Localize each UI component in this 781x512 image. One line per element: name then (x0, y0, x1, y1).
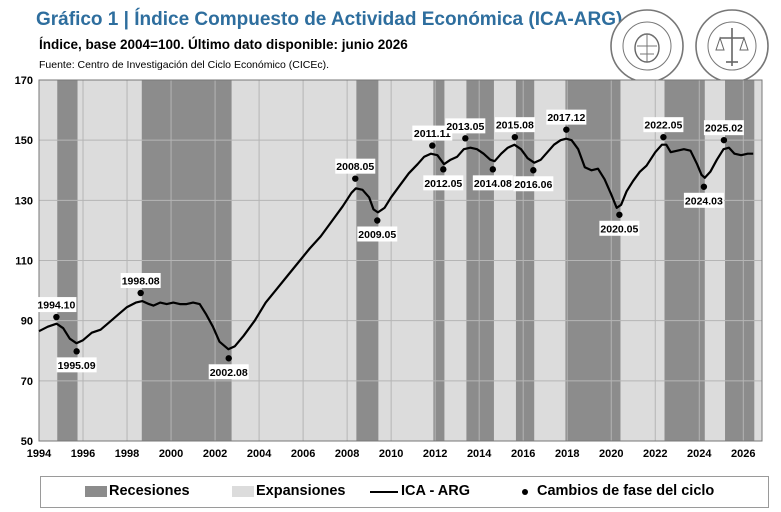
phase-change-point (700, 183, 708, 190)
y-tick-label: 70 (21, 376, 33, 388)
phase-change-label: 2012.05 (424, 178, 462, 190)
y-tick-label: 130 (15, 195, 33, 207)
phase-change-point (374, 217, 381, 224)
phase-change-point (462, 135, 469, 142)
x-tick-label: 2004 (247, 448, 272, 460)
phase-change-label-box (36, 297, 77, 313)
phase-change-point (489, 166, 497, 173)
phase-change-label: 2024.03 (685, 195, 723, 207)
phase-change-label: 2022.05 (644, 120, 682, 132)
legend-expansions: Expansiones (256, 483, 346, 499)
phase-change-label-box (335, 158, 376, 174)
phase-change-label-box (56, 357, 97, 373)
phase-change-label: 2020.05 (600, 223, 638, 235)
x-tick-label: 2016 (511, 448, 535, 460)
phase-change-point (511, 133, 519, 141)
phase-change-label-box (703, 120, 744, 136)
phase-change-label: 2008.05 (336, 161, 374, 173)
phase-change-label: 2025.02 (705, 123, 743, 135)
phase-change-label: 2011.11 (414, 128, 451, 140)
x-axis-labels: 1994 1996 1998 2000 2002 2004 2006 2008 2010 2012… (27, 448, 756, 460)
y-tick-label: 50 (21, 436, 33, 448)
phase-change-label: 2016.06 (514, 179, 552, 191)
phase-change-label-box (546, 109, 587, 125)
phase-change-label-box (208, 364, 249, 380)
phase-change-label: 2015.08 (496, 120, 534, 132)
x-tick-label: 2000 (159, 448, 183, 460)
x-tick-label: 1994 (27, 448, 52, 460)
phase-change-label-box (599, 220, 640, 236)
phase-change-label-box (472, 175, 513, 191)
expansions-swatch (232, 486, 254, 497)
phase-change-label: 1998.08 (122, 275, 160, 287)
legend-phase-changes: Cambios de fase del ciclo (537, 483, 715, 499)
phase-change-point (225, 355, 232, 362)
x-tick-label: 1996 (71, 448, 95, 460)
x-tick-label: 2010 (379, 448, 403, 460)
chart-source: Fuente: Centro de Investigación del Cicl… (39, 59, 330, 71)
phase-change-point (137, 289, 144, 297)
legend-series: ICA - ARG (401, 483, 471, 499)
phase-change-label: 2002.08 (210, 367, 248, 379)
phase-change-point (563, 126, 570, 133)
plot-border (38, 79, 763, 442)
phase-change-label: 2009.05 (358, 229, 396, 241)
x-tick-label: 2012 (423, 448, 447, 460)
phase-change-point (429, 142, 436, 149)
y-tick-label: 150 (15, 135, 33, 147)
phase-change-label: 2013.05 (446, 121, 484, 133)
phase-change-label: 1994.10 (37, 300, 75, 312)
phase-change-label-box (357, 226, 398, 242)
x-tick-label: 2018 (555, 448, 579, 460)
y-tick-label: 90 (21, 316, 33, 328)
phase-change-point (73, 348, 80, 355)
x-tick-label: 2022 (643, 448, 667, 460)
x-tick-label: 2020 (599, 448, 623, 460)
y-axis-labels: 50 70 90 110 130 150 170 (15, 75, 33, 448)
phase-change-label-box (494, 117, 535, 133)
x-tick-label: 2026 (731, 448, 755, 460)
legend-recessions: Recesiones (109, 483, 190, 499)
x-tick-label: 2008 (335, 448, 359, 460)
legend: Recesiones Expansiones ICA - ARG Cambios… (40, 476, 769, 508)
series-swatch (370, 491, 398, 493)
phase-change-label-box (445, 118, 486, 134)
x-tick-label: 2006 (291, 448, 315, 460)
phase-change-label: 2017.12 (547, 112, 585, 124)
phase-change-label: 2014.08 (474, 178, 512, 190)
phase-change-point (53, 313, 60, 321)
phase-change-label-box (120, 272, 161, 288)
phase-change-label-box (412, 125, 453, 141)
ica-arg-line (38, 137, 754, 351)
phase-change-points: 1994.10 1995.09 1998.08 2002.08 2008.05 2009.… (36, 109, 744, 380)
phase-change-point (720, 136, 728, 144)
x-tick-label: 2024 (687, 448, 712, 460)
x-tick-label: 2002 (203, 448, 227, 460)
bolsa-comercio-santa-fe-logo (610, 9, 684, 83)
phase-change-label-box (423, 175, 464, 191)
phase-change-point (616, 211, 623, 218)
x-tick-label: 2014 (467, 448, 492, 460)
phase-change-label: 1995.09 (58, 360, 96, 372)
phase-change-label-box (643, 117, 684, 133)
phase-change-swatch (522, 489, 528, 495)
phase-change-point (530, 167, 537, 174)
x-tick-label: 1998 (115, 448, 139, 460)
phase-change-point (440, 166, 447, 173)
phase-change-point (660, 133, 667, 141)
phase-change-label-box (683, 192, 724, 208)
y-tick-label: 170 (15, 75, 33, 87)
y-tick-label: 110 (15, 256, 33, 268)
phase-change-point (352, 175, 359, 182)
chart-title: Gráfico 1 | Índice Compuesto de Activida… (36, 9, 628, 30)
recessions-swatch (85, 486, 107, 497)
phase-change-label-box (513, 176, 554, 192)
chart-subtitle: Índice, base 2004=100. Último dato dispo… (39, 37, 408, 52)
